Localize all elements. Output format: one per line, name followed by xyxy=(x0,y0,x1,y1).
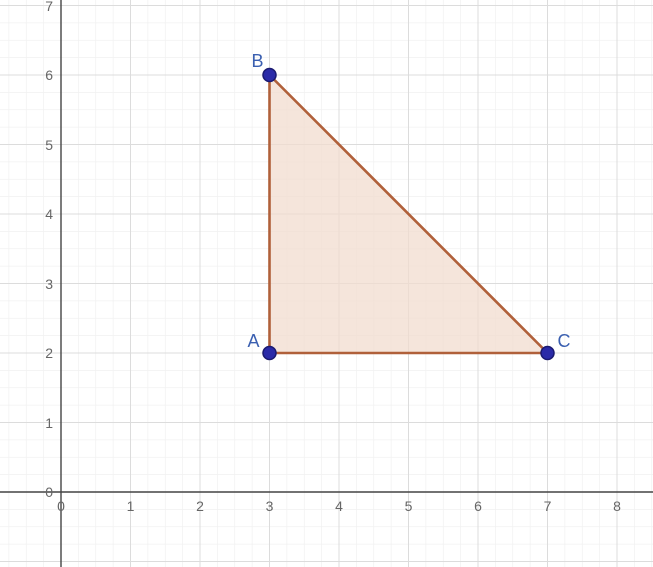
y-tick-label: 2 xyxy=(23,345,53,361)
x-tick-label: 6 xyxy=(463,498,493,514)
coordinate-plane: 01234567012345678ABC xyxy=(0,0,653,567)
point-label-b: B xyxy=(252,51,264,72)
y-tick-label: 1 xyxy=(23,415,53,431)
point-label-c: C xyxy=(558,331,571,352)
x-tick-label: 3 xyxy=(255,498,285,514)
y-tick-label: 7 xyxy=(23,0,53,14)
x-tick-label: 4 xyxy=(324,498,354,514)
point-label-a: A xyxy=(248,331,260,352)
x-tick-label: 5 xyxy=(394,498,424,514)
y-tick-label: 5 xyxy=(23,137,53,153)
chart-svg xyxy=(0,0,653,567)
x-tick-label: 7 xyxy=(533,498,563,514)
x-tick-label: 2 xyxy=(185,498,215,514)
y-tick-label: 3 xyxy=(23,276,53,292)
x-tick-label: 0 xyxy=(46,498,76,514)
x-tick-label: 1 xyxy=(116,498,146,514)
x-tick-label: 8 xyxy=(602,498,632,514)
y-tick-label: 4 xyxy=(23,206,53,222)
y-tick-label: 6 xyxy=(23,67,53,83)
